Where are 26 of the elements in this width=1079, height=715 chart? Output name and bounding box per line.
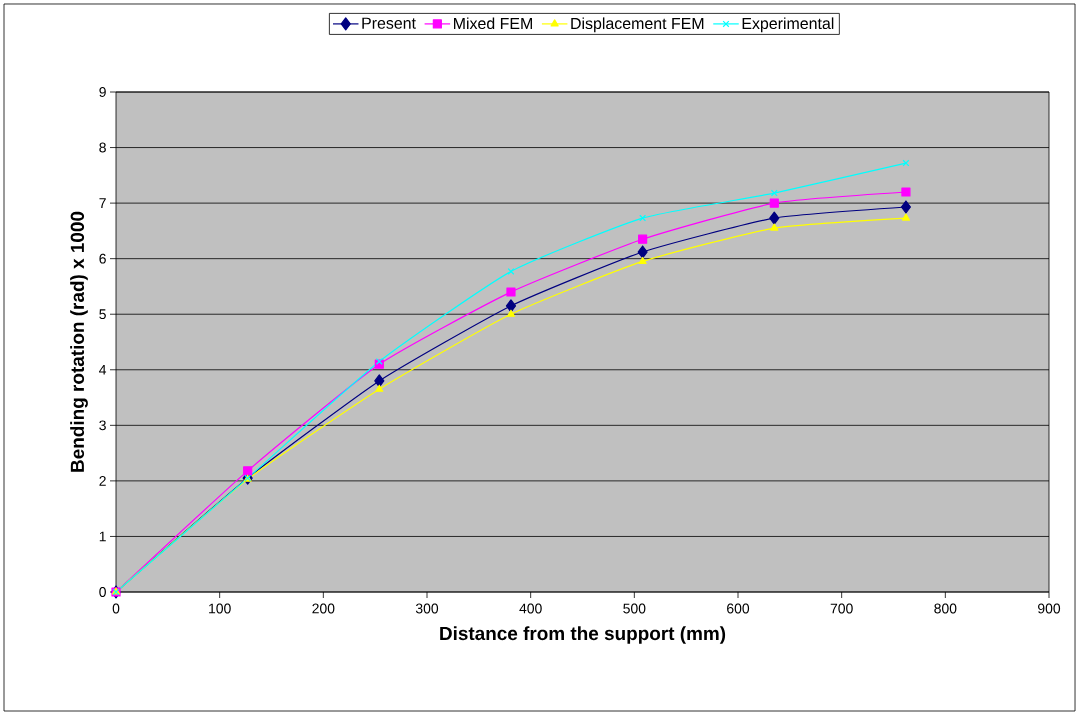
y-tick-label: 3 xyxy=(99,420,106,431)
x-tick-label: 0 xyxy=(112,603,120,614)
legend-label: Experimental xyxy=(742,17,834,33)
y-axis-title: Bending rotation (rad) x 1000 xyxy=(70,211,88,472)
x-tick-label: 200 xyxy=(312,603,335,614)
x-tick-label: 900 xyxy=(1038,603,1061,614)
x-tick-label: 400 xyxy=(519,603,542,614)
y-tick-label: 8 xyxy=(99,142,106,153)
y-tick-label: 2 xyxy=(99,476,106,486)
x-tick-label: 600 xyxy=(727,603,750,614)
x-axis-title: Distance from the support (mm) xyxy=(440,626,726,644)
y-tick-label: 1 xyxy=(99,531,106,542)
x-tick-label: 800 xyxy=(934,603,957,614)
y-tick-label: 5 xyxy=(99,309,106,320)
x-tick-label: 100 xyxy=(209,603,231,614)
legend-label: Present xyxy=(362,17,416,29)
y-tick-label: 4 xyxy=(99,364,107,375)
y-tick-label: 7 xyxy=(99,198,106,208)
y-tick-label: 9 xyxy=(99,87,106,97)
x-tick-label: 500 xyxy=(623,603,646,614)
legend-label: Displacement FEM xyxy=(571,17,704,33)
x-tick-label: 700 xyxy=(830,603,853,614)
x-tick-label: 300 xyxy=(415,603,439,614)
legend-label: Mixed FEM xyxy=(454,17,532,30)
y-tick-label: 6 xyxy=(99,253,106,264)
y-tick-label: 0 xyxy=(99,587,106,597)
